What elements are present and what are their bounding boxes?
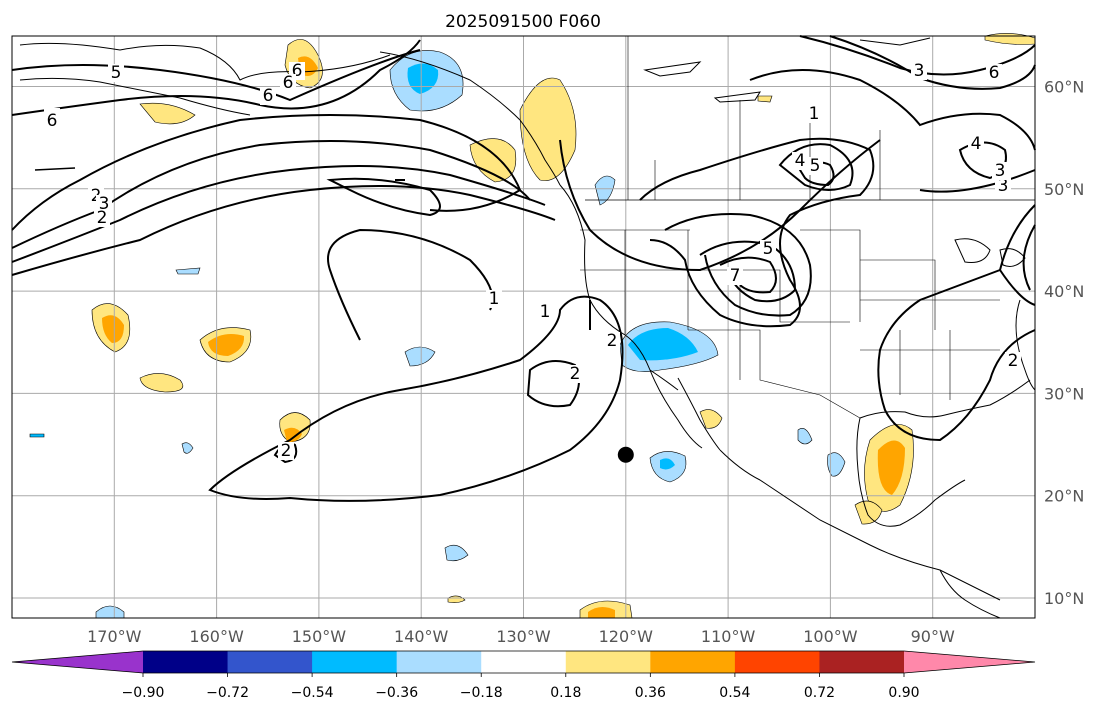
lat-label: 10°N	[1044, 589, 1084, 608]
longitude-labels: 170°W 160°W 150°W 140°W 130°W 120°W 110°W 100°W…	[87, 627, 955, 646]
contour-label-bg	[567, 365, 583, 383]
location-marker	[617, 446, 634, 463]
contour-labels: 566623211225541373643226	[44, 61, 1021, 461]
lon-label: 160°W	[189, 627, 244, 646]
colorbar-tick-label: 0.36	[635, 685, 666, 701]
colorbar-tick-label: −0.54	[291, 685, 334, 701]
contour-label: 2	[607, 331, 618, 351]
lon-label: 140°W	[394, 627, 449, 646]
contour-label: 2	[570, 364, 581, 384]
contour-label-bg	[280, 74, 296, 92]
contour-label: 3	[995, 161, 1006, 181]
contour-label-bg	[1005, 352, 1021, 370]
contour-label-bg	[260, 87, 276, 105]
contour-label: 2	[1008, 351, 1019, 371]
lat-label: 40°N	[1044, 282, 1084, 301]
contour-label: 2	[281, 441, 292, 461]
colorbar-bin	[312, 651, 398, 673]
colorbar-tick-label: −0.90	[122, 685, 165, 701]
lat-label: 50°N	[1044, 180, 1084, 199]
colorbar-tick-label: 0.72	[804, 685, 835, 701]
contour-label: 3	[914, 61, 925, 81]
gridlines	[12, 36, 1035, 618]
colorbar-tick-label: −0.36	[375, 685, 418, 701]
contour-label: 5	[111, 63, 122, 83]
contour-label: 7	[730, 266, 741, 286]
colorbar-bin	[227, 651, 313, 673]
colorbar-tick-labels: −0.90 −0.72 −0.54 −0.36 −0.18 0.18 0.36 0.54 0.7…	[122, 673, 920, 701]
contour-label: 3	[998, 176, 1009, 196]
contour-label: 6	[283, 73, 294, 93]
contour-label-bg	[44, 108, 60, 126]
contour-label: 6	[47, 111, 58, 131]
contour-label-bg	[604, 332, 620, 350]
map-title: 2025091500 F060	[445, 12, 601, 32]
contour-label: 4	[795, 151, 806, 171]
contour-label: 6	[263, 86, 274, 106]
contour-label-bg	[792, 152, 808, 170]
colorbar-bin	[734, 651, 820, 673]
colorbar-bin	[819, 651, 905, 673]
colorbar-bin	[565, 651, 651, 673]
lon-label: 110°W	[701, 627, 756, 646]
colorbar-tick-label: 0.90	[888, 685, 919, 701]
colorbar-tick-label: −0.18	[460, 685, 503, 701]
latitude-labels: 60°N 50°N 40°N 30°N 20°N 10°N	[1044, 78, 1084, 609]
map-frame	[11, 35, 1036, 619]
contour-label: 1	[809, 104, 820, 124]
contour-label-bg	[760, 240, 776, 258]
colorbar-tick-label: −0.72	[206, 685, 249, 701]
lon-label: 90°W	[911, 627, 955, 646]
contour-label-bg	[995, 177, 1011, 195]
colorbar	[11, 650, 1036, 674]
contour-label-bg	[486, 290, 502, 308]
lon-label: 150°W	[292, 627, 347, 646]
colorbar-bin	[396, 651, 482, 673]
contour-label-bg	[94, 209, 110, 227]
lat-label: 30°N	[1044, 384, 1084, 403]
colorbar-tick-label: 0.18	[550, 685, 581, 701]
contour-label: 2	[97, 208, 108, 228]
contour-label-bg	[108, 64, 124, 82]
colorbar-tick-label: 0.54	[719, 685, 750, 701]
contour-label-bg	[806, 105, 822, 123]
contour-label-bg	[278, 442, 294, 460]
lat-label: 20°N	[1044, 487, 1084, 506]
lat-label: 60°N	[1044, 78, 1084, 97]
contour-label: 1	[540, 302, 551, 322]
lon-label: 100°W	[803, 627, 858, 646]
colorbar-bin	[650, 651, 736, 673]
contour-label: 3	[99, 194, 110, 214]
contour-label: 4	[971, 134, 982, 154]
contour-label-bg	[911, 62, 927, 80]
contour-label-bg	[537, 303, 553, 321]
contour-label: 5	[810, 156, 821, 176]
lon-label: 130°W	[496, 627, 551, 646]
contour-label: 6	[292, 61, 303, 81]
lon-label: 120°W	[599, 627, 654, 646]
colorbar-extend-low	[12, 651, 143, 673]
contour-label-bg	[727, 267, 743, 285]
colorbar-bin	[481, 651, 567, 673]
contour-label-bg	[992, 162, 1008, 180]
contour-label-bg	[96, 195, 112, 213]
contour-label: 1	[489, 289, 500, 309]
contour-label-bg	[807, 157, 823, 175]
contour-label: 5	[763, 239, 774, 259]
lon-label: 170°W	[87, 627, 142, 646]
colorbar-bin	[143, 651, 229, 673]
colorbar-extend-high	[904, 651, 1035, 673]
contour-label: 6	[989, 63, 1000, 83]
contour-label-bg	[986, 64, 1002, 82]
contour-label-bg	[968, 135, 984, 153]
